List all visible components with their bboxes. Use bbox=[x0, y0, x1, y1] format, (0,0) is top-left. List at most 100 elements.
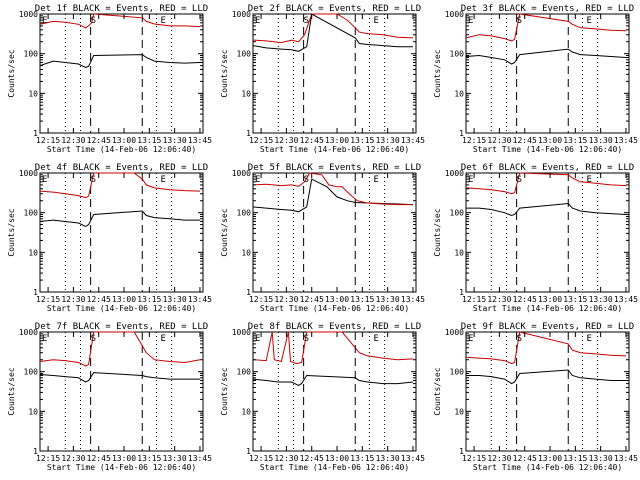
event-marker-e: E bbox=[42, 175, 47, 185]
event-marker-s: S bbox=[304, 334, 309, 344]
y-tick-label: 1000 bbox=[232, 169, 251, 178]
y-tick-label: 1000 bbox=[19, 328, 38, 337]
y-tick-label: 1000 bbox=[19, 169, 38, 178]
x-tick-label: 12:45 bbox=[300, 295, 324, 304]
chart-title: Det 5f BLACK = Events, RED = LLD bbox=[248, 163, 421, 173]
x-tick-label: 12:15 bbox=[462, 136, 486, 145]
x-axis-label: Start Time (14-Feb-06 12:06:40) bbox=[260, 463, 409, 472]
series-line-red bbox=[465, 172, 627, 195]
y-tick-label: 1 bbox=[246, 129, 251, 138]
event-marker-s: S bbox=[91, 175, 96, 185]
y-axis-label: Counts/sec bbox=[433, 208, 442, 256]
y-tick-label: 100 bbox=[237, 368, 252, 377]
series-line-black bbox=[465, 48, 627, 65]
x-tick-label: 13:00 bbox=[538, 295, 562, 304]
y-tick-label: 1000 bbox=[232, 328, 251, 337]
y-axis-label: Counts/sec bbox=[433, 367, 442, 415]
event-marker-e: E bbox=[468, 334, 473, 344]
event-marker-s: S bbox=[517, 16, 522, 26]
x-tick-label: 12:15 bbox=[36, 454, 60, 463]
plot-frame bbox=[39, 331, 204, 452]
event-marker-e: E bbox=[373, 175, 378, 185]
x-tick-label: 13:15 bbox=[563, 295, 587, 304]
x-tick-label: 13:45 bbox=[401, 454, 425, 463]
series-line-red bbox=[39, 13, 201, 29]
chart-title: Det 7f BLACK = Events, RED = LLD bbox=[35, 322, 208, 332]
x-axis-label: Start Time (14-Feb-06 12:06:40) bbox=[47, 145, 196, 154]
y-tick-label: 1 bbox=[459, 447, 464, 456]
y-tick-label: 1 bbox=[459, 129, 464, 138]
x-tick-label: 12:15 bbox=[249, 454, 273, 463]
y-axis-label: Counts/sec bbox=[220, 367, 229, 415]
x-tick-label: 12:30 bbox=[274, 295, 298, 304]
x-tick-label: 13:45 bbox=[401, 136, 425, 145]
chart-panel-2: Det 2f BLACK = Events, RED = LLD 1 10 100 10… bbox=[220, 4, 425, 154]
y-tick-label: 10 bbox=[28, 407, 38, 416]
x-axis-label: Start Time (14-Feb-06 12:06:40) bbox=[47, 304, 196, 313]
x-tick-label: 13:30 bbox=[376, 136, 400, 145]
x-tick-label: 13:15 bbox=[137, 136, 161, 145]
x-tick-label: 13:00 bbox=[538, 136, 562, 145]
y-tick-label: 10 bbox=[454, 248, 464, 257]
x-tick-label: 13:15 bbox=[563, 454, 587, 463]
y-tick-label: 10 bbox=[28, 248, 38, 257]
series-line-black bbox=[39, 372, 200, 383]
y-tick-label: 1000 bbox=[445, 169, 464, 178]
event-marker-s: S bbox=[91, 16, 96, 26]
y-tick-label: 1 bbox=[33, 129, 38, 138]
series-line-red bbox=[465, 331, 627, 365]
series-line-red bbox=[252, 13, 414, 44]
y-axis-label: Counts/sec bbox=[433, 49, 442, 97]
x-tick-label: 13:45 bbox=[188, 136, 212, 145]
event-marker-e: E bbox=[373, 16, 378, 26]
x-tick-label: 12:15 bbox=[462, 454, 486, 463]
x-tick-label: 12:30 bbox=[487, 454, 511, 463]
series-line-black bbox=[39, 210, 200, 227]
event-marker-e: E bbox=[468, 175, 473, 185]
event-marker-s: S bbox=[91, 334, 96, 344]
plot-frame bbox=[252, 13, 417, 134]
plot-frame bbox=[252, 331, 417, 452]
x-tick-label: 12:15 bbox=[36, 295, 60, 304]
x-tick-label: 12:30 bbox=[61, 454, 85, 463]
x-tick-label: 12:45 bbox=[300, 454, 324, 463]
x-tick-label: 12:30 bbox=[274, 136, 298, 145]
series-line-black bbox=[39, 54, 201, 68]
event-marker-e: E bbox=[160, 175, 165, 185]
series-line-red bbox=[465, 13, 627, 42]
y-tick-label: 1 bbox=[33, 447, 38, 456]
event-marker-e: E bbox=[255, 175, 260, 185]
chart-panel-4: Det 4f BLACK = Events, RED = LLD 1 10 100 10… bbox=[7, 163, 212, 313]
x-tick-label: 13:45 bbox=[188, 295, 212, 304]
chart-panel-9: Det 9f BLACK = Events, RED = LLD 1 10 100 10… bbox=[433, 322, 638, 472]
x-tick-label: 13:15 bbox=[350, 454, 374, 463]
y-tick-label: 100 bbox=[450, 209, 465, 218]
series-line-black bbox=[252, 178, 414, 213]
event-marker-e: E bbox=[586, 16, 591, 26]
x-tick-label: 13:30 bbox=[589, 454, 613, 463]
x-tick-label: 12:30 bbox=[487, 136, 511, 145]
event-marker-s: S bbox=[304, 16, 309, 26]
x-tick-label: 13:00 bbox=[112, 136, 136, 145]
plot-frame bbox=[465, 13, 630, 134]
event-marker-e: E bbox=[586, 334, 591, 344]
x-tick-label: 13:15 bbox=[350, 136, 374, 145]
y-tick-label: 100 bbox=[237, 50, 252, 59]
y-tick-label: 100 bbox=[450, 50, 465, 59]
y-tick-label: 1000 bbox=[232, 10, 251, 19]
event-marker-e: E bbox=[255, 334, 260, 344]
x-tick-label: 13:15 bbox=[137, 454, 161, 463]
x-tick-label: 13:00 bbox=[112, 454, 136, 463]
x-tick-label: 12:30 bbox=[274, 454, 298, 463]
event-marker-e: E bbox=[468, 16, 473, 26]
event-marker-e: E bbox=[255, 16, 260, 26]
x-tick-label: 12:45 bbox=[300, 136, 324, 145]
plot-frame bbox=[465, 331, 630, 452]
chart-title: Det 9f BLACK = Events, RED = LLD bbox=[461, 322, 634, 332]
chart-panel-7: Det 7f BLACK = Events, RED = LLD 1 10 100 10… bbox=[7, 322, 212, 472]
series-line-red bbox=[252, 331, 414, 365]
x-tick-label: 13:30 bbox=[376, 454, 400, 463]
x-tick-label: 13:00 bbox=[538, 454, 562, 463]
x-tick-label: 13:30 bbox=[163, 454, 187, 463]
